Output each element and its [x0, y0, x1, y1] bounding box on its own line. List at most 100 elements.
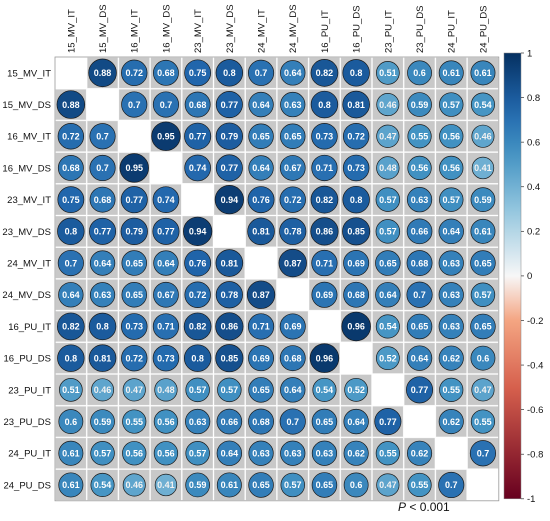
correlation-value: 0.7 — [477, 448, 490, 458]
correlation-circle — [343, 440, 369, 466]
correlation-circle — [57, 249, 84, 277]
correlation-circle — [247, 186, 275, 214]
correlation-circle — [438, 345, 464, 371]
correlation-value: 0.55 — [442, 385, 460, 395]
correlation-circle — [342, 90, 370, 119]
correlation-circle — [121, 282, 147, 308]
correlation-value: 0.57 — [221, 385, 239, 395]
correlation-value: 0.73 — [125, 322, 143, 332]
colorbar — [503, 52, 522, 500]
correlation-circle — [470, 60, 496, 86]
correlation-circle — [280, 123, 306, 149]
correlation-value: 0.77 — [221, 100, 239, 110]
correlation-circle — [120, 313, 148, 340]
correlation-circle — [310, 185, 339, 214]
row-label: 16_MV_IT — [7, 132, 51, 143]
correlation-value: 0.57 — [189, 385, 207, 395]
correlation-value: 0.71 — [316, 163, 334, 173]
correlation-value: 0.48 — [379, 163, 397, 173]
colorbar-tick-label: -0.2 — [527, 316, 543, 327]
correlation-circle — [280, 377, 306, 403]
correlation-circle — [247, 313, 275, 340]
correlation-circle — [311, 472, 338, 498]
correlation-circle — [120, 186, 148, 214]
correlation-value: 0.66 — [221, 417, 239, 427]
correlation-circle — [406, 187, 433, 213]
correlation-value: 0.65 — [316, 480, 334, 490]
correlation-value: 0.96 — [347, 322, 365, 332]
correlation-circle — [216, 408, 243, 435]
correlation-value: 0.46 — [94, 385, 112, 395]
correlation-value: 0.77 — [125, 195, 143, 205]
column-label: 16_PU_IT — [320, 10, 331, 53]
correlation-circle — [376, 473, 400, 497]
column-label: 24_MV_IT — [256, 9, 267, 53]
colorbar-tick-label: 0.6 — [527, 137, 540, 148]
correlation-circle — [216, 472, 242, 498]
correlation-value: 0.61 — [474, 68, 492, 78]
correlation-circle — [184, 281, 211, 308]
correlation-value: 0.6 — [350, 480, 363, 490]
correlation-circle — [375, 314, 400, 339]
correlation-value: 0.65 — [125, 290, 143, 300]
correlation-value: 0.57 — [474, 290, 492, 300]
correlation-circle — [122, 409, 147, 434]
correlation-value: 0.68 — [284, 353, 302, 363]
correlation-value: 0.78 — [221, 290, 239, 300]
correlation-circle — [185, 408, 211, 435]
correlation-circle — [406, 218, 433, 245]
correlation-value: 0.57 — [379, 195, 397, 205]
row-label: 24_PU_DS — [3, 480, 51, 491]
correlation-value: 0.8 — [65, 227, 78, 237]
correlation-circle — [376, 156, 400, 180]
diagonal-cell — [372, 374, 404, 406]
correlation-circle — [215, 91, 243, 119]
correlation-value: 0.72 — [284, 195, 302, 205]
correlation-value: 0.63 — [284, 448, 302, 458]
correlation-circle — [215, 344, 244, 373]
correlation-value: 0.64 — [157, 258, 175, 268]
correlation-value: 0.55 — [411, 480, 429, 490]
correlation-value: 0.66 — [411, 227, 429, 237]
correlation-circle — [153, 409, 179, 434]
column-label: 16_MV_DS — [161, 4, 172, 53]
diagonal-cell — [276, 278, 309, 311]
correlation-value: 0.72 — [347, 131, 365, 141]
correlation-circle — [90, 472, 115, 497]
correlation-circle — [58, 440, 84, 466]
correlation-value: 0.7 — [96, 131, 109, 141]
correlation-circle — [406, 345, 433, 371]
correlation-circle — [439, 377, 464, 402]
correlation-circle — [154, 378, 178, 402]
correlation-value: 0.64 — [62, 290, 80, 300]
correlation-circle — [89, 186, 116, 213]
correlation-circle — [57, 312, 85, 341]
correlation-value: 0.71 — [157, 322, 175, 332]
correlation-circle — [470, 282, 496, 307]
correlation-value: 0.77 — [94, 227, 112, 237]
correlation-value: 0.72 — [62, 131, 80, 141]
correlation-circle — [152, 313, 180, 340]
correlation-circle — [152, 91, 180, 118]
correlation-circle — [342, 185, 370, 214]
correlation-circle — [407, 92, 432, 117]
correlation-value: 0.88 — [62, 100, 80, 110]
correlation-circle — [376, 61, 400, 85]
correlation-circle — [311, 440, 338, 466]
correlation-circle — [216, 440, 243, 466]
correlation-value: 0.8 — [96, 322, 109, 332]
colorbar-tick-label: 1 — [527, 48, 532, 59]
correlation-circle — [375, 187, 401, 212]
correlation-circle — [343, 281, 370, 308]
correlation-circle — [184, 59, 212, 87]
correlation-circle — [58, 472, 84, 498]
correlation-circle — [278, 248, 307, 278]
correlation-circle — [247, 59, 275, 86]
correlation-circle — [438, 60, 464, 86]
correlation-value: 0.56 — [442, 131, 460, 141]
correlation-circle — [120, 217, 148, 245]
column-label: 24_PU_IT — [447, 10, 458, 53]
correlation-value: 0.69 — [284, 322, 302, 332]
correlation-circle — [439, 124, 464, 149]
correlation-value: 0.73 — [347, 163, 365, 173]
